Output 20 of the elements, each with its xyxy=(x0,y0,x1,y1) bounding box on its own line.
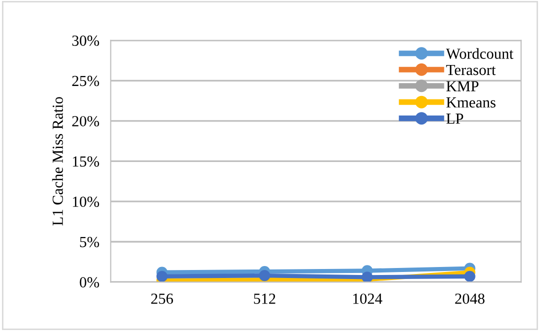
y-tick-label: 0% xyxy=(80,277,100,288)
x-tick-label: 256 xyxy=(151,294,173,304)
y-tick-label: 25% xyxy=(72,76,100,86)
legend-label: Kmeans xyxy=(446,97,496,108)
y-tick-label: 10% xyxy=(72,196,100,207)
legend-label: Wordcount xyxy=(446,48,514,59)
y-tick-label: 5% xyxy=(80,236,100,248)
x-tick-label: 2048 xyxy=(455,294,484,304)
y-tick-label: 15% xyxy=(72,156,100,167)
point xyxy=(362,272,373,282)
y-tick-label: 20% xyxy=(72,116,100,126)
y-tick-label: 30% xyxy=(72,36,100,46)
legend-label: KMP xyxy=(446,81,478,92)
legend-label: Terasort xyxy=(446,64,496,76)
point xyxy=(259,270,270,282)
y-axis-title: L1 Cache Miss Ratio xyxy=(52,97,63,226)
point xyxy=(464,270,476,282)
x-tick-label: 512 xyxy=(254,294,276,304)
legend-label: LP xyxy=(446,114,464,124)
x-tick-label: 1024 xyxy=(353,294,382,304)
